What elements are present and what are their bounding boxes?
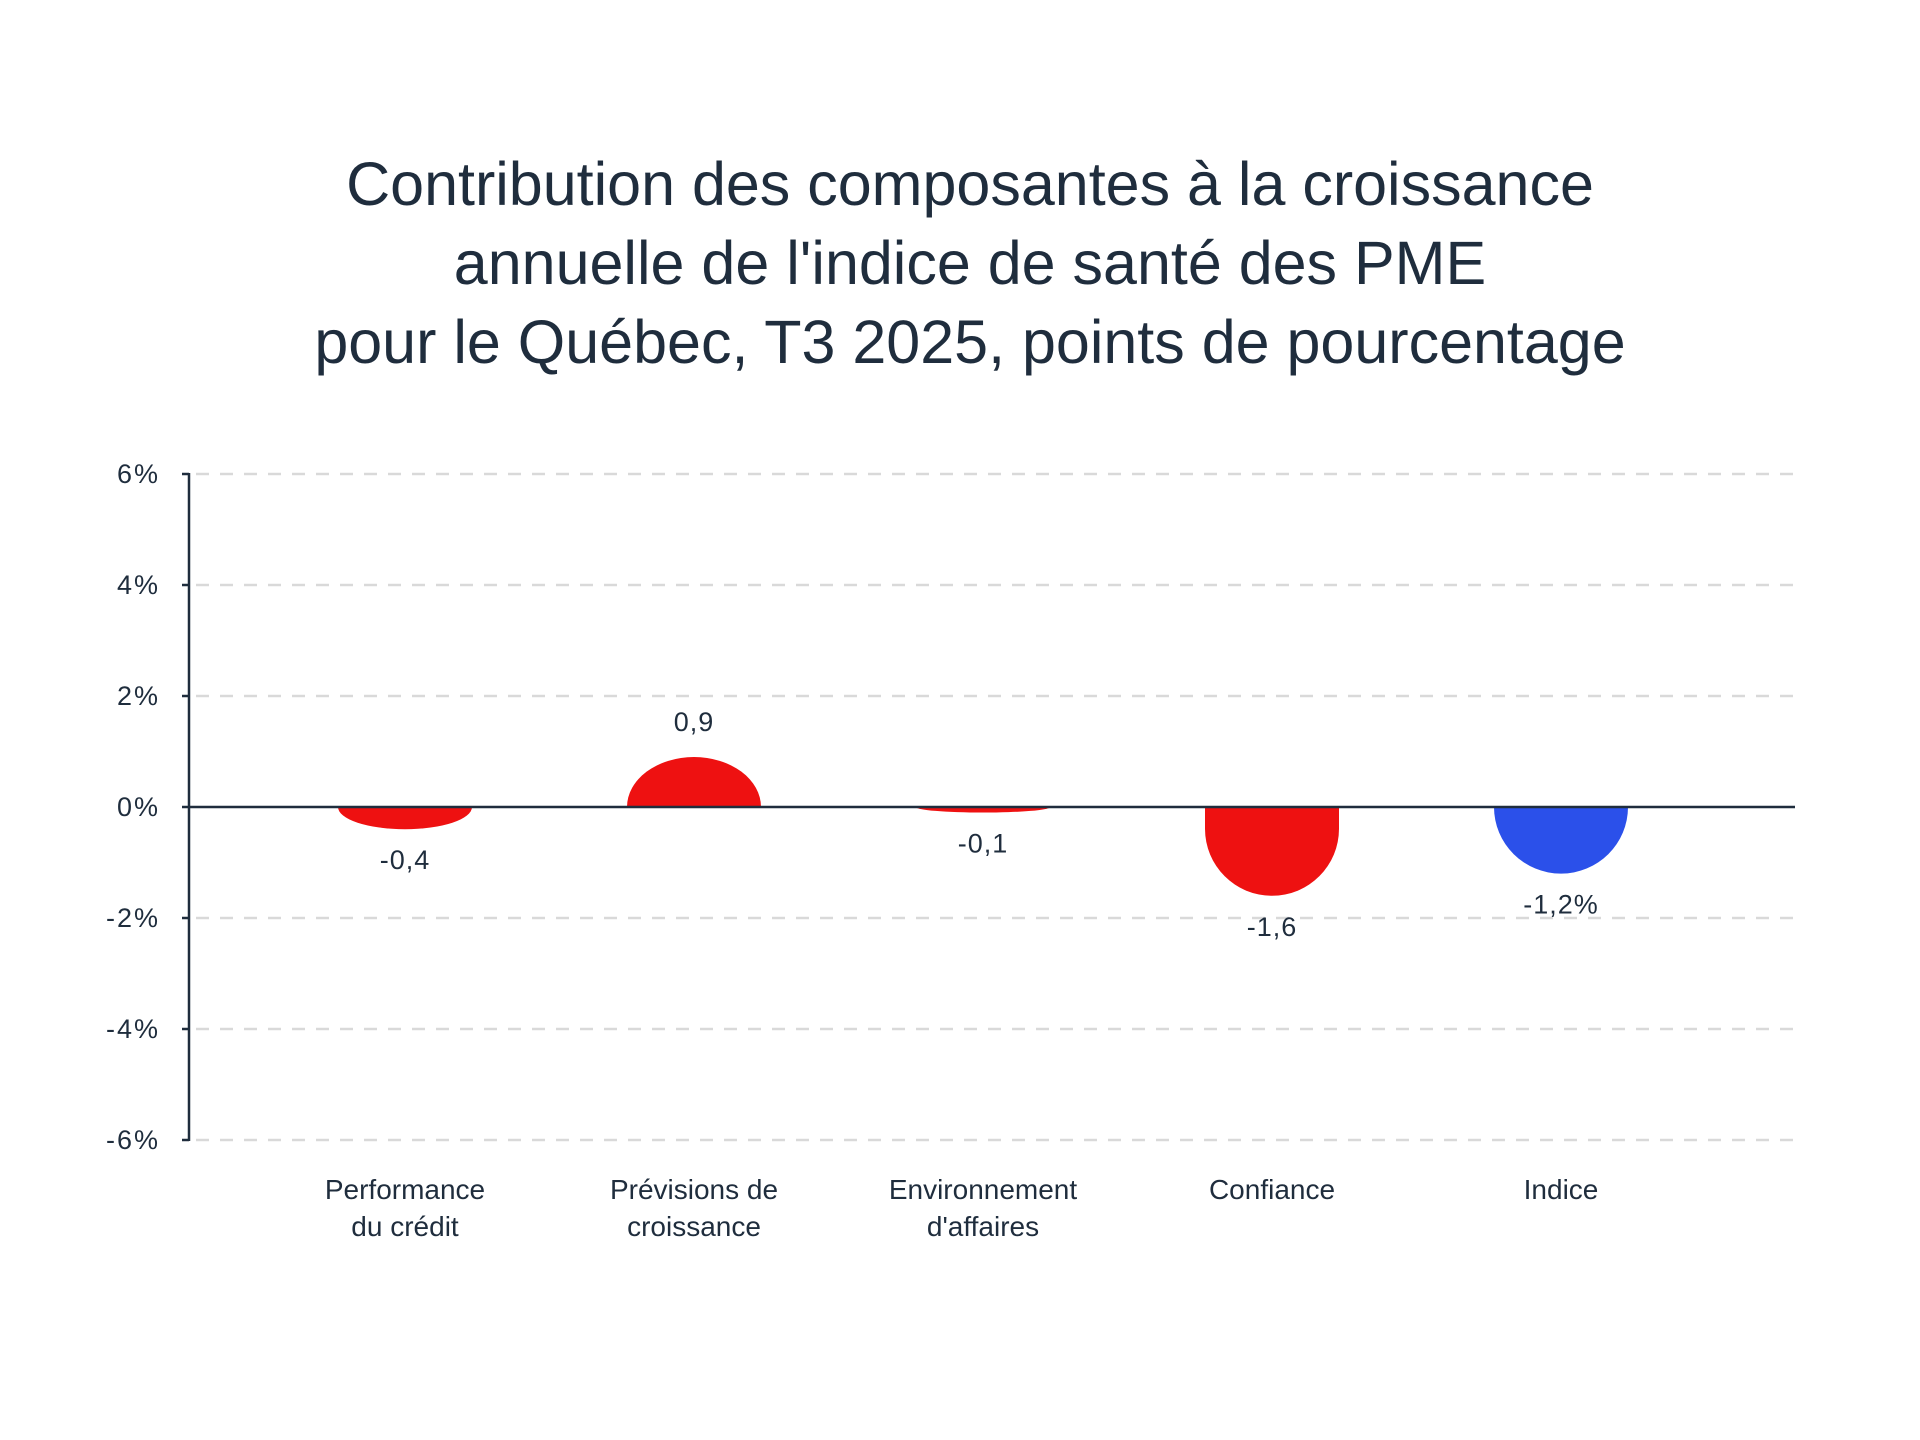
bar: [916, 807, 1050, 813]
data-label: -1,2%: [1523, 890, 1599, 920]
y-tick-label: -2%: [106, 903, 160, 933]
data-label: -0,4: [380, 845, 431, 875]
category-label: Confiance: [1209, 1174, 1335, 1205]
chart-title-line-2: annuelle de l'indice de santé des PME: [453, 229, 1487, 297]
chart-title-line-3: pour le Québec, T3 2025, points de pourc…: [314, 308, 1626, 376]
bar: [338, 807, 472, 830]
data-label: 0,9: [674, 707, 715, 737]
y-tick-label: 6%: [117, 459, 160, 489]
chart-title-line-1: Contribution des composantes à la croiss…: [346, 150, 1594, 218]
gridlines: [196, 472, 1795, 1142]
category-label: Indice: [1524, 1174, 1599, 1205]
category-label: croissance: [627, 1211, 761, 1242]
bar: [627, 757, 761, 807]
bar: [1205, 807, 1339, 896]
category-label: du crédit: [351, 1211, 459, 1242]
y-tick-label: 4%: [117, 570, 160, 600]
axes: [182, 472, 1795, 1142]
bars: [338, 757, 1628, 896]
data-label: -1,6: [1247, 912, 1298, 942]
labels: 6% 4% 2% 0% -2% -4% -6% -0,4 Performance du crédi…: [106, 459, 1599, 1242]
y-tick-label: 2%: [117, 681, 160, 711]
category-label: Environnement: [889, 1174, 1078, 1205]
category-label: d'affaires: [927, 1211, 1039, 1242]
data-label: -0,1: [958, 829, 1009, 859]
y-tick-label: 0%: [117, 792, 160, 822]
bar: [1494, 807, 1628, 874]
y-tick-label: -4%: [106, 1014, 160, 1044]
category-label: Performance: [325, 1174, 485, 1205]
chart-title: Contribution des composantes à la croiss…: [0, 145, 1920, 382]
y-tick-label: -6%: [106, 1125, 160, 1155]
category-label: Prévisions de: [610, 1174, 778, 1205]
